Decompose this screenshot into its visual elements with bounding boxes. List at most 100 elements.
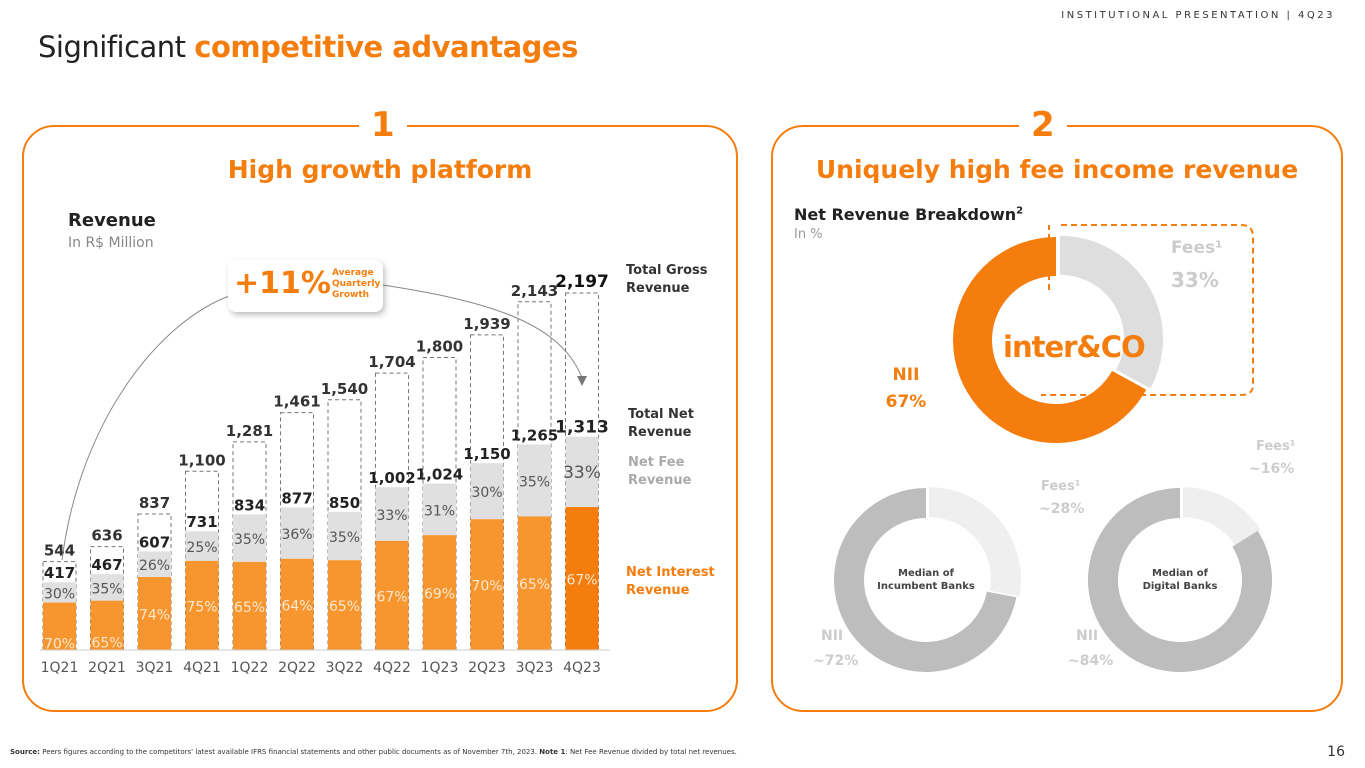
growth-arrow-right [382,284,583,379]
nii-bar [185,560,219,650]
gross-label: 1,540 [321,380,368,398]
panel-title: High growth platform [227,155,533,184]
inter-logo: inter&CO [1003,330,1146,364]
nii-pct-label: 70% [471,579,502,595]
gross-label: 636 [91,527,122,545]
fee-slice [1060,235,1163,389]
arrowhead-icon [577,376,587,386]
title-accent: competitive advantages [194,30,578,64]
source-label: Source: [10,748,40,756]
fee-bar [90,574,124,601]
nii-value: ~84% [1068,653,1113,669]
footer-note: Source: Peers figures according to the c… [10,748,737,756]
nii-pct-label: 64% [281,598,312,614]
breakdown-title: Net Revenue Breakdown2 [794,205,1023,224]
gross-label: 1,939 [463,315,510,333]
nii-pct-label: 67% [566,573,597,589]
title-plain: Significant [38,30,186,64]
nii-bar [565,507,599,650]
nii-pct-label: 67% [376,589,407,605]
fee-bar [233,514,266,562]
nii-bar [280,558,314,650]
x-tick-label: 2Q23 [468,660,506,676]
breakdown-title-text: Net Revenue Breakdown [794,205,1017,224]
nii-pct-label: 65% [519,577,550,593]
fee-pct-label: 35% [329,530,360,546]
legend-net: Total Net Revenue [628,407,694,440]
fees-label: Fees¹ [1041,479,1080,494]
nii-pct-label: 65% [91,635,122,651]
fee-pct-label: 31% [424,503,455,519]
gross-label: 2,143 [511,282,558,300]
x-tick-label: 1Q22 [231,660,269,676]
nii-pct-label: 65% [329,599,360,615]
nii-label: NII [821,628,843,644]
fee-bar [470,463,504,520]
donut-center-label: Incumbent Banks [877,581,975,592]
net-label: 877 [281,489,312,507]
net-label: 850 [329,494,360,512]
fee-pct-label: 33% [376,508,407,524]
net-label: 731 [186,513,217,531]
nii-label: NII [893,365,920,385]
x-tick-label: 1Q21 [41,660,79,676]
gross-label: 1,100 [178,451,225,469]
fee-pct-label: 25% [186,540,217,556]
net-label: 1,024 [416,466,463,484]
legend-gross: Total Gross Revenue [626,263,708,296]
growth-arrow-left [61,294,233,561]
nii-pct-label: 75% [186,599,217,615]
donut-charts: Fees¹ 33% NII 67% Median of Incumbent Banks Fe… [813,224,1295,672]
x-tick-label: 2Q21 [88,660,126,676]
panel-fee-income: 2 Uniquely high fee income revenue [771,105,1343,712]
x-tick-label: 4Q22 [373,660,411,676]
fee-bar [43,582,76,603]
chart-title: Revenue [68,210,156,231]
growth-callout: +11% Average Quarterly Growth [228,260,383,312]
net-label: 467 [91,556,122,574]
panel-growth: 1 High growth platform [22,105,738,712]
fee-pct-label: 30% [471,485,502,501]
gross-label: 1,800 [416,338,463,356]
fee-pct-label: 26% [139,558,170,574]
nii-bar [233,561,266,650]
fee-pct-label: 35% [234,532,265,548]
x-tick-label: 4Q23 [563,660,601,676]
x-tick-label: 1Q23 [421,660,459,676]
growth-value: +11% [234,266,331,301]
net-label: 1,002 [368,469,415,487]
fees-value: ~28% [1039,501,1084,517]
nii-pct-label: 74% [139,608,170,624]
nii-bar [423,535,456,650]
fee-bar [565,436,599,508]
fee-bar [375,487,409,541]
fee-bar [328,511,361,561]
fee-bar [138,551,171,578]
fee-bar [280,507,314,559]
nii-value: ~72% [813,653,858,669]
section-header: INSTITUTIONAL PRESENTATION | 4Q23 [1061,10,1335,21]
fees-value: ~16% [1249,461,1294,477]
nii-bar [138,577,171,650]
note-text: : Net Fee Revenue divided by total net r… [565,748,737,756]
nii-bar [43,602,76,650]
nii-pct-label: 65% [234,600,265,616]
nii-bar [90,600,124,650]
x-tick-label: 3Q21 [136,660,174,676]
net-label: 834 [234,496,265,514]
nii-pct-label: 70% [44,636,75,652]
gross-label: 1,281 [226,422,273,440]
x-tick-label: 3Q23 [516,660,554,676]
x-tick-label: 3Q22 [326,660,364,676]
donut-center-label: Median of [1152,568,1209,579]
revenue-bar-chart: 544 417 30% 70% 1Q21 636 467 35% 65% 2Q21 837 607 26… [40,272,610,676]
breakdown-subtitle: In % [794,227,823,242]
page-number: 16 [1327,744,1345,760]
nii-bar [518,516,551,650]
gross-label: 1,461 [273,393,320,411]
gross-label: 1,704 [368,353,415,371]
fee-pct-label: 30% [44,586,75,602]
fee-bar [518,444,551,517]
net-label: 1,150 [463,445,510,463]
chart-subtitle: In R$ Million [68,235,154,251]
